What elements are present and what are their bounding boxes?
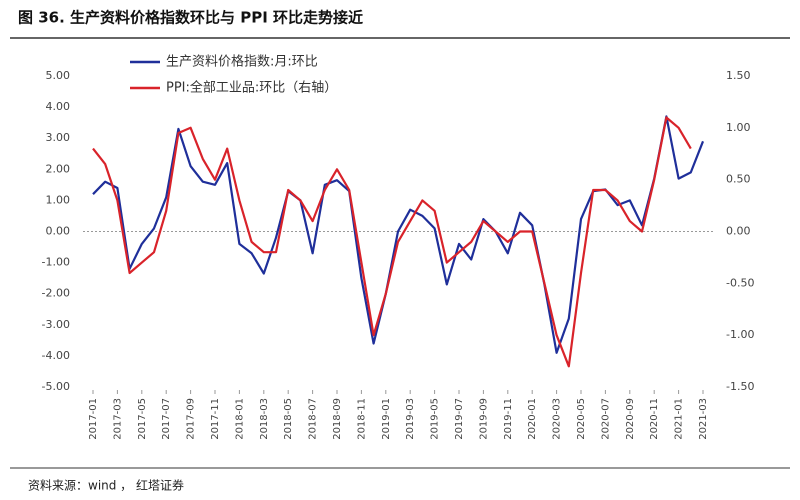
y2-tick-label: -1.50: [726, 380, 754, 393]
x-tick-label: 2020-07: [600, 398, 611, 440]
series-line: [92, 116, 692, 368]
y2-tick-label: 0.50: [726, 173, 751, 186]
y-tick-label: -5.00: [42, 380, 70, 393]
x-tick-label: 2019-09: [478, 398, 489, 440]
y-tick-label: -1.00: [42, 256, 70, 269]
x-tick-label: 2018-01: [234, 398, 245, 440]
x-tick-label: 2020-03: [552, 398, 563, 440]
y-tick-label: -4.00: [42, 349, 70, 362]
x-tick-label: 2018-07: [308, 398, 319, 440]
legend-label: 生产资料价格指数:月:环比: [166, 54, 318, 70]
x-tick-label: 2020-05: [576, 398, 587, 440]
x-tick-label: 2017-05: [137, 398, 148, 440]
y2-tick-label: -1.00: [726, 328, 754, 341]
y2-tick-label: 0.00: [726, 225, 751, 238]
legend-label: PPI:全部工业品:环比（右轴）: [166, 80, 337, 96]
x-tick-label: 2019-07: [454, 398, 465, 440]
x-tick-label: 2021-01: [674, 398, 685, 440]
y-tick-label: 5.00: [46, 69, 71, 82]
x-tick-label: 2018-03: [259, 398, 270, 440]
x-tick-label: 2017-09: [186, 398, 197, 440]
x-tick-label: 2017-07: [161, 398, 172, 440]
x-tick-label: 2021-03: [698, 398, 709, 440]
series-line: [92, 115, 705, 354]
x-tick-label: 2019-11: [503, 398, 514, 440]
y-tick-label: -3.00: [42, 318, 70, 331]
y-tick-label: 3.00: [46, 131, 71, 144]
x-tick-label: 2018-09: [332, 398, 343, 440]
x-tick-label: 2017-03: [112, 398, 123, 440]
x-tick-label: 2018-11: [356, 398, 367, 440]
y-tick-label: 1.00: [46, 193, 71, 206]
y2-tick-label: 1.00: [726, 121, 751, 134]
x-tick-label: 2020-11: [649, 398, 660, 440]
y-tick-label: 2.00: [46, 162, 71, 175]
source: 资料来源：wind ， 红塔证券: [28, 478, 184, 493]
x-tick-label: 2019-03: [405, 398, 416, 440]
x-tick-label: 2020-09: [625, 398, 636, 440]
x-tick-label: 2017-01: [88, 398, 99, 440]
x-tick-label: 2020-01: [527, 398, 538, 440]
x-tick-label: 2018-05: [283, 398, 294, 440]
x-tick-label: 2017-11: [210, 398, 221, 440]
x-tick-label: 2019-01: [381, 398, 392, 440]
y-tick-label: 4.00: [46, 100, 71, 113]
y2-tick-label: -0.50: [726, 276, 754, 289]
x-tick-label: 2019-05: [430, 398, 441, 440]
y-tick-label: -2.00: [42, 287, 70, 300]
y-tick-label: 0.00: [46, 225, 71, 238]
y2-tick-label: 1.50: [726, 69, 751, 82]
chart-title: 图 36. 生产资料价格指数环比与 PPI 环比走势接近: [18, 9, 363, 27]
